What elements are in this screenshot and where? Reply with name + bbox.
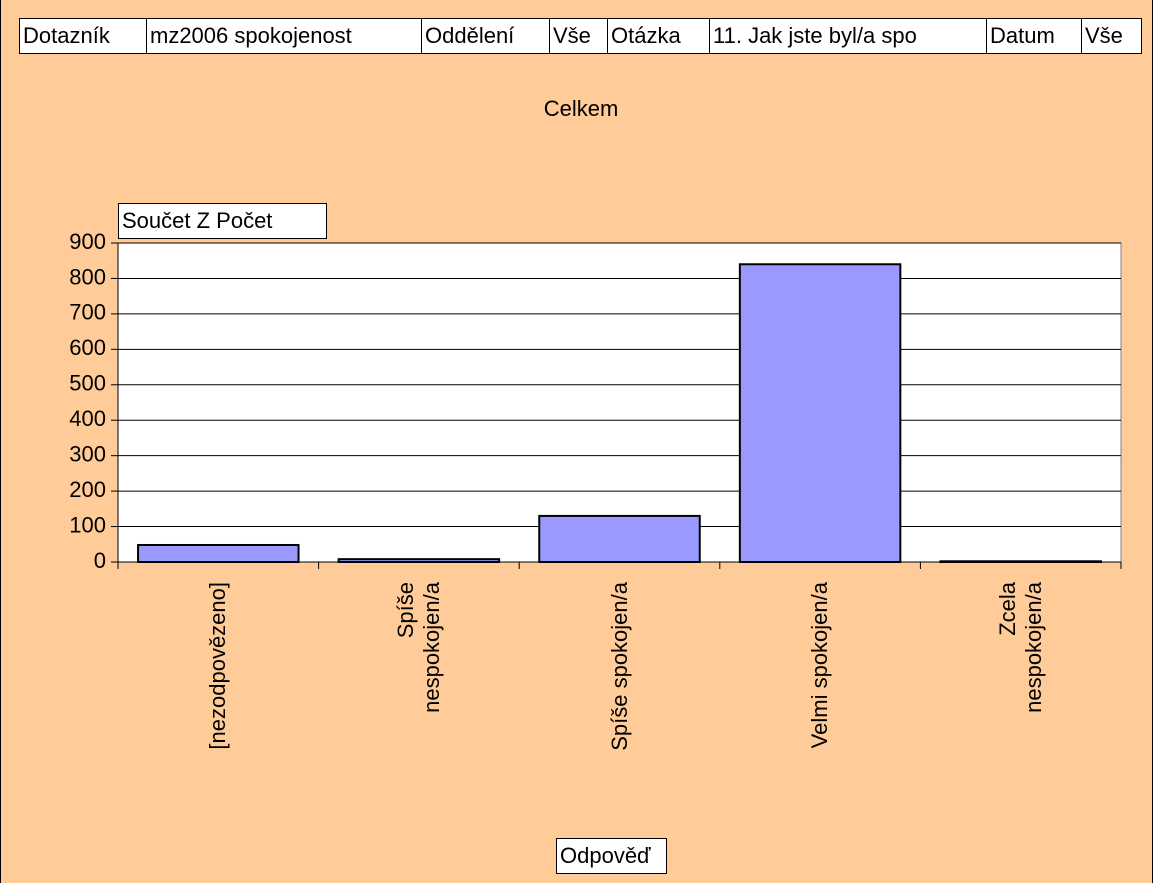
filter-value: 11. Jak jste byl/a spo: [709, 18, 987, 54]
bar: [137, 543, 300, 564]
bar: [939, 560, 1102, 564]
filter-label: Datum: [986, 18, 1082, 54]
y-tick-label: 600: [69, 335, 106, 360]
bar: [538, 514, 701, 564]
y-tick-label: 900: [69, 229, 106, 254]
chart-title: Celkem: [544, 96, 619, 121]
x-tick-label: Spíše nespokojen/a: [392, 582, 444, 713]
x-axis-label: Odpověď: [556, 838, 667, 874]
filter-label: Dotazník: [19, 18, 147, 54]
y-tick-label: 800: [69, 264, 106, 289]
y-tick-label: 400: [69, 406, 106, 431]
y-tick-label: 200: [69, 477, 106, 502]
y-tick-label: 0: [94, 548, 106, 573]
filter-value: mz2006 spokojenost: [146, 18, 422, 54]
y-tick-label: 700: [69, 300, 106, 325]
bar: [738, 263, 902, 563]
filter-value: Vše: [549, 18, 608, 54]
y-tick-label: 300: [69, 441, 106, 466]
y-tick-label: 500: [69, 371, 106, 396]
y-axis-label: Součet Z Počet: [118, 203, 327, 239]
filter-label: Otázka: [607, 18, 710, 54]
x-tick-label: Zcela nespokojen/a: [994, 582, 1046, 713]
x-tick-label: Velmi spokojen/a: [807, 582, 833, 749]
plot-area: [117, 242, 1122, 563]
filter-label: Oddělení: [421, 18, 550, 54]
filter-value: Vše: [1081, 18, 1142, 54]
x-tick-label: Spíše spokojen/a: [606, 582, 632, 751]
y-tick-label: 100: [69, 512, 106, 537]
x-tick-label: [nezodpovězeno]: [205, 582, 231, 750]
bar: [337, 558, 501, 563]
